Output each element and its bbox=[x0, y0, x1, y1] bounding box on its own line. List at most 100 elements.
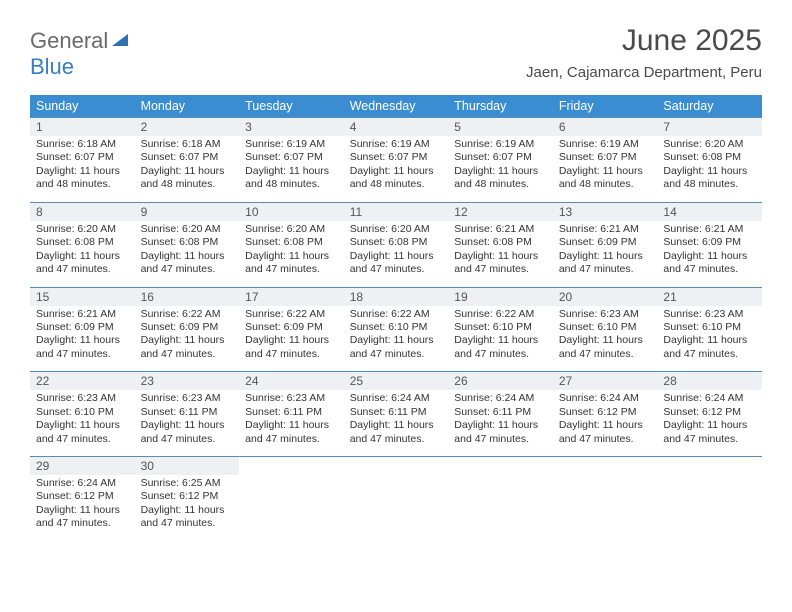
day-number-cell: 17 bbox=[239, 287, 344, 306]
sunset-text: Sunset: 6:08 PM bbox=[454, 236, 547, 249]
daylight-text-1: Daylight: 11 hours bbox=[141, 504, 234, 517]
header: General Blue June 2025 Jaen, Cajamarca D… bbox=[30, 24, 762, 81]
daylight-text-2: and 47 minutes. bbox=[663, 433, 756, 446]
logo-text-2: Blue bbox=[30, 54, 74, 79]
day-number-cell bbox=[553, 456, 658, 475]
daylight-text-2: and 47 minutes. bbox=[36, 433, 129, 446]
daylight-text-2: and 47 minutes. bbox=[350, 348, 443, 361]
sunrise-text: Sunrise: 6:18 AM bbox=[141, 138, 234, 151]
week-daynum-row: 2930 bbox=[30, 456, 762, 475]
daylight-text-1: Daylight: 11 hours bbox=[141, 419, 234, 432]
day-detail-cell: Sunrise: 6:23 AMSunset: 6:11 PMDaylight:… bbox=[135, 390, 240, 456]
sunrise-text: Sunrise: 6:22 AM bbox=[454, 308, 547, 321]
day-detail-cell: Sunrise: 6:21 AMSunset: 6:08 PMDaylight:… bbox=[448, 221, 553, 287]
sunrise-text: Sunrise: 6:24 AM bbox=[663, 392, 756, 405]
daylight-text-2: and 48 minutes. bbox=[559, 178, 652, 191]
sunset-text: Sunset: 6:10 PM bbox=[36, 406, 129, 419]
daylight-text-2: and 48 minutes. bbox=[141, 178, 234, 191]
daylight-text-1: Daylight: 11 hours bbox=[245, 165, 338, 178]
sunset-text: Sunset: 6:09 PM bbox=[663, 236, 756, 249]
day-number-cell: 28 bbox=[657, 371, 762, 390]
day-number-cell: 6 bbox=[553, 117, 658, 136]
sunset-text: Sunset: 6:10 PM bbox=[663, 321, 756, 334]
sunset-text: Sunset: 6:07 PM bbox=[141, 151, 234, 164]
day-detail-cell bbox=[344, 475, 449, 537]
sunset-text: Sunset: 6:07 PM bbox=[245, 151, 338, 164]
sunset-text: Sunset: 6:09 PM bbox=[559, 236, 652, 249]
daylight-text-1: Daylight: 11 hours bbox=[350, 334, 443, 347]
day-detail-cell: Sunrise: 6:22 AMSunset: 6:09 PMDaylight:… bbox=[239, 306, 344, 372]
sunrise-text: Sunrise: 6:24 AM bbox=[454, 392, 547, 405]
day-detail-cell: Sunrise: 6:21 AMSunset: 6:09 PMDaylight:… bbox=[553, 221, 658, 287]
day-detail-cell: Sunrise: 6:22 AMSunset: 6:10 PMDaylight:… bbox=[448, 306, 553, 372]
day-detail-cell: Sunrise: 6:20 AMSunset: 6:08 PMDaylight:… bbox=[30, 221, 135, 287]
day-number-cell: 30 bbox=[135, 456, 240, 475]
daylight-text-2: and 47 minutes. bbox=[141, 348, 234, 361]
sunrise-text: Sunrise: 6:20 AM bbox=[350, 223, 443, 236]
day-detail-cell bbox=[657, 475, 762, 537]
sunset-text: Sunset: 6:08 PM bbox=[663, 151, 756, 164]
day-number-cell bbox=[239, 456, 344, 475]
daylight-text-1: Daylight: 11 hours bbox=[141, 250, 234, 263]
week-daynum-row: 22232425262728 bbox=[30, 371, 762, 390]
sunset-text: Sunset: 6:11 PM bbox=[454, 406, 547, 419]
day-number-cell: 20 bbox=[553, 287, 658, 306]
sunset-text: Sunset: 6:09 PM bbox=[36, 321, 129, 334]
daylight-text-1: Daylight: 11 hours bbox=[245, 419, 338, 432]
sunrise-text: Sunrise: 6:24 AM bbox=[36, 477, 129, 490]
daylight-text-1: Daylight: 11 hours bbox=[454, 419, 547, 432]
daylight-text-1: Daylight: 11 hours bbox=[663, 250, 756, 263]
daylight-text-1: Daylight: 11 hours bbox=[36, 165, 129, 178]
daylight-text-1: Daylight: 11 hours bbox=[559, 334, 652, 347]
sunset-text: Sunset: 6:10 PM bbox=[559, 321, 652, 334]
day-detail-cell: Sunrise: 6:19 AMSunset: 6:07 PMDaylight:… bbox=[239, 136, 344, 202]
daylight-text-1: Daylight: 11 hours bbox=[663, 419, 756, 432]
day-detail-cell bbox=[553, 475, 658, 537]
daylight-text-1: Daylight: 11 hours bbox=[559, 250, 652, 263]
daylight-text-1: Daylight: 11 hours bbox=[454, 165, 547, 178]
sunrise-text: Sunrise: 6:24 AM bbox=[559, 392, 652, 405]
weekday-header-row: Sunday Monday Tuesday Wednesday Thursday… bbox=[30, 95, 762, 117]
sunset-text: Sunset: 6:09 PM bbox=[245, 321, 338, 334]
calendar-grid: Sunday Monday Tuesday Wednesday Thursday… bbox=[30, 95, 762, 537]
day-number-cell: 18 bbox=[344, 287, 449, 306]
daylight-text-1: Daylight: 11 hours bbox=[36, 334, 129, 347]
day-detail-cell: Sunrise: 6:19 AMSunset: 6:07 PMDaylight:… bbox=[553, 136, 658, 202]
sunset-text: Sunset: 6:10 PM bbox=[454, 321, 547, 334]
daylight-text-1: Daylight: 11 hours bbox=[350, 165, 443, 178]
day-detail-cell bbox=[239, 475, 344, 537]
daylight-text-2: and 47 minutes. bbox=[454, 433, 547, 446]
day-detail-cell: Sunrise: 6:24 AMSunset: 6:11 PMDaylight:… bbox=[344, 390, 449, 456]
day-detail-cell: Sunrise: 6:23 AMSunset: 6:10 PMDaylight:… bbox=[30, 390, 135, 456]
sunset-text: Sunset: 6:07 PM bbox=[350, 151, 443, 164]
day-detail-cell: Sunrise: 6:20 AMSunset: 6:08 PMDaylight:… bbox=[135, 221, 240, 287]
daylight-text-2: and 47 minutes. bbox=[245, 433, 338, 446]
day-detail-cell: Sunrise: 6:24 AMSunset: 6:12 PMDaylight:… bbox=[553, 390, 658, 456]
daylight-text-2: and 47 minutes. bbox=[454, 263, 547, 276]
sunrise-text: Sunrise: 6:18 AM bbox=[36, 138, 129, 151]
daylight-text-1: Daylight: 11 hours bbox=[663, 334, 756, 347]
sunset-text: Sunset: 6:11 PM bbox=[141, 406, 234, 419]
sunrise-text: Sunrise: 6:22 AM bbox=[350, 308, 443, 321]
day-number-cell: 12 bbox=[448, 202, 553, 221]
sunset-text: Sunset: 6:08 PM bbox=[141, 236, 234, 249]
title-block: June 2025 Jaen, Cajamarca Department, Pe… bbox=[526, 24, 762, 81]
day-detail-cell: Sunrise: 6:23 AMSunset: 6:10 PMDaylight:… bbox=[553, 306, 658, 372]
daylight-text-1: Daylight: 11 hours bbox=[245, 334, 338, 347]
day-detail-cell: Sunrise: 6:24 AMSunset: 6:12 PMDaylight:… bbox=[657, 390, 762, 456]
daylight-text-2: and 48 minutes. bbox=[350, 178, 443, 191]
day-detail-cell: Sunrise: 6:19 AMSunset: 6:07 PMDaylight:… bbox=[344, 136, 449, 202]
day-number-cell: 8 bbox=[30, 202, 135, 221]
sunrise-text: Sunrise: 6:20 AM bbox=[245, 223, 338, 236]
sunrise-text: Sunrise: 6:21 AM bbox=[663, 223, 756, 236]
day-number-cell: 7 bbox=[657, 117, 762, 136]
sunrise-text: Sunrise: 6:25 AM bbox=[141, 477, 234, 490]
week-daynum-row: 891011121314 bbox=[30, 202, 762, 221]
daylight-text-2: and 47 minutes. bbox=[350, 263, 443, 276]
sunrise-text: Sunrise: 6:23 AM bbox=[141, 392, 234, 405]
day-number-cell: 4 bbox=[344, 117, 449, 136]
sunset-text: Sunset: 6:09 PM bbox=[141, 321, 234, 334]
daylight-text-2: and 47 minutes. bbox=[663, 348, 756, 361]
sunrise-text: Sunrise: 6:22 AM bbox=[245, 308, 338, 321]
sunset-text: Sunset: 6:11 PM bbox=[245, 406, 338, 419]
